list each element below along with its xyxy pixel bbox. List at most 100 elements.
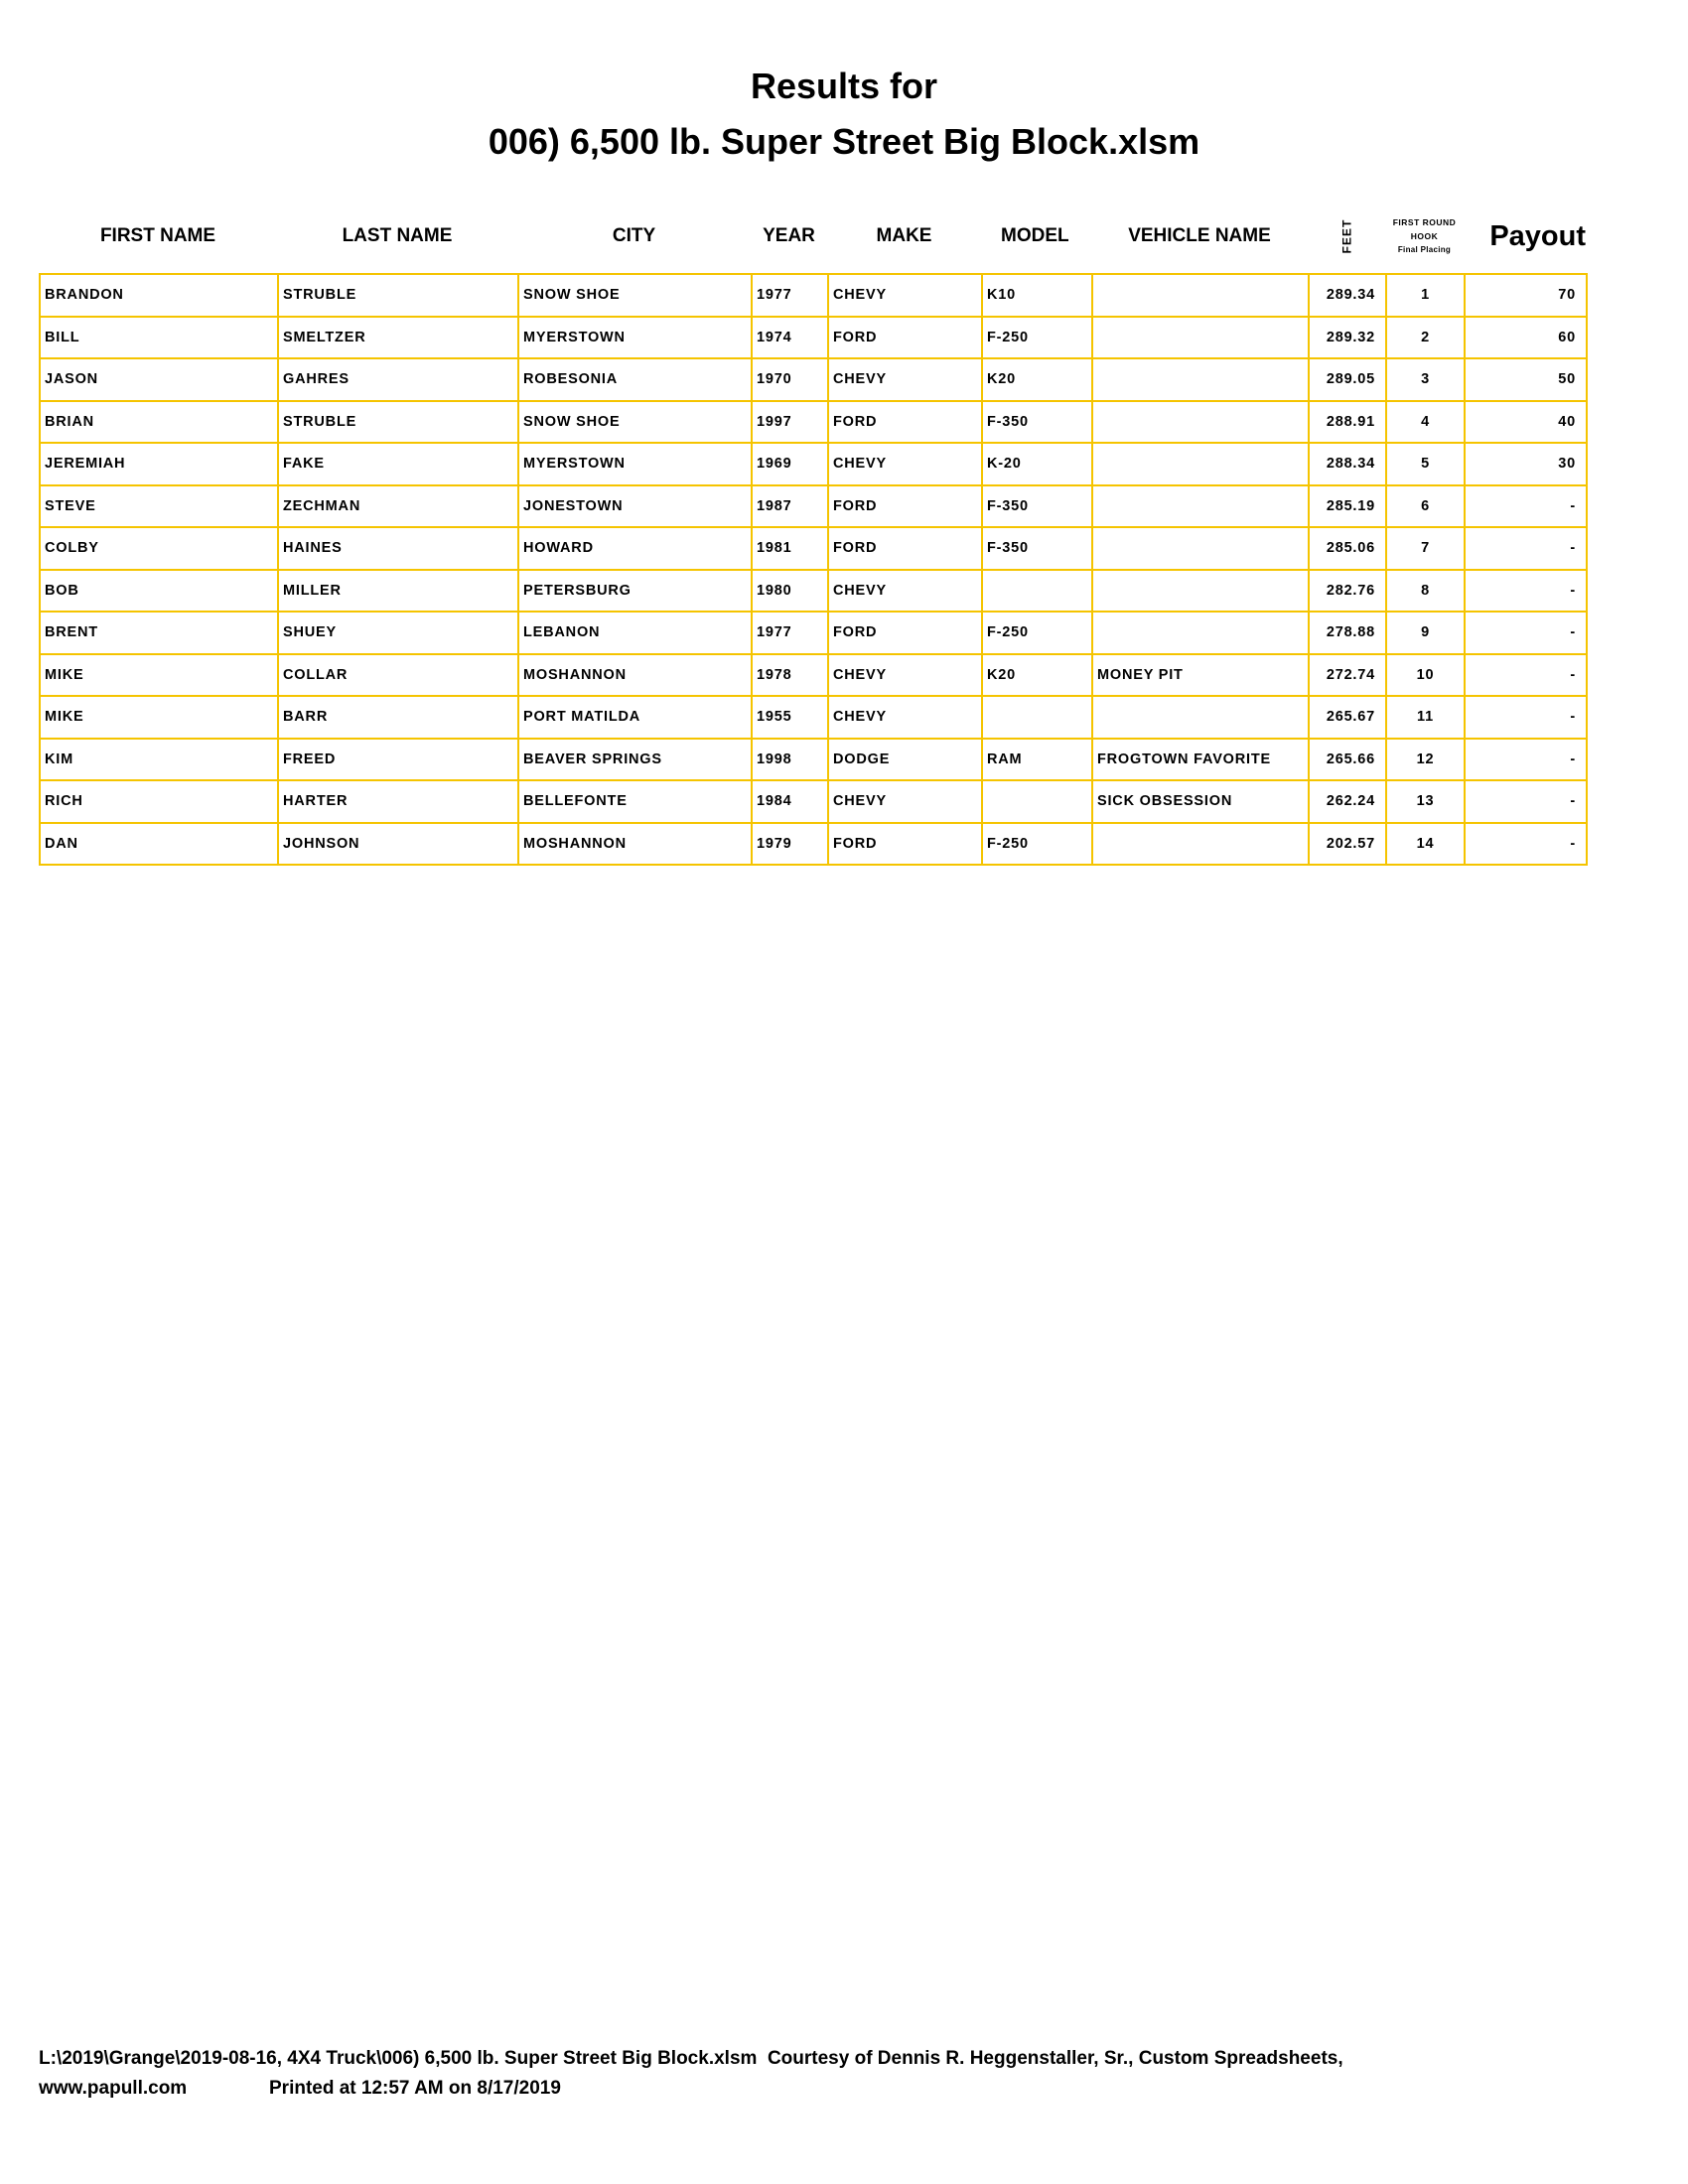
cell-first-name: BRENT <box>39 611 279 655</box>
cell-last-name: HARTER <box>277 779 519 824</box>
cell-model <box>981 695 1093 740</box>
cell-model: K20 <box>981 357 1093 402</box>
cell-vehicle-name: FROGTOWN FAVORITE <box>1091 737 1310 781</box>
cell-last-name: FAKE <box>277 442 519 486</box>
cell-payout: - <box>1464 779 1588 824</box>
cell-feet: 289.34 <box>1308 273 1387 318</box>
header-model: MODEL <box>1001 225 1069 246</box>
cell-city: PETERSBURG <box>517 568 753 613</box>
cell-last-name: ZECHMAN <box>277 483 519 528</box>
cell-make: CHEVY <box>827 568 983 613</box>
cell-city: SNOW SHOE <box>517 273 753 318</box>
cell-make: FORD <box>827 821 983 866</box>
cell-last-name: BARR <box>277 695 519 740</box>
header-hook: FIRST ROUND HOOK Final Placing <box>1385 208 1464 264</box>
cell-year: 1984 <box>751 779 829 824</box>
cell-vehicle-name: MONEY PIT <box>1091 652 1310 697</box>
table-row: KIM FREED BEAVER SPRINGS 1998 DODGE RAM FROGTO… <box>39 737 1588 781</box>
cell-feet: 288.34 <box>1308 442 1387 486</box>
table-row: BOB MILLER PETERSBURG 1980 CHEVY 282.76 8- <box>39 568 1588 613</box>
cell-payout: 30 <box>1464 442 1588 486</box>
cell-last-name: STRUBLE <box>277 399 519 444</box>
cell-year: 1981 <box>751 526 829 571</box>
cell-placing: 10 <box>1385 652 1466 697</box>
cell-payout: 70 <box>1464 273 1588 318</box>
cell-feet: 265.66 <box>1308 737 1387 781</box>
cell-first-name: RICH <box>39 779 279 824</box>
table-row: BRENT SHUEY LEBANON 1977 FORD F-250 278.88 9- <box>39 611 1588 655</box>
cell-model: F-250 <box>981 315 1093 359</box>
cell-placing: 6 <box>1385 483 1466 528</box>
cell-vehicle-name <box>1091 315 1310 359</box>
title-line1: Results for <box>750 66 938 106</box>
cell-placing: 7 <box>1385 526 1466 571</box>
cell-model: K10 <box>981 273 1093 318</box>
cell-payout: - <box>1464 611 1588 655</box>
header-make: MAKE <box>876 225 932 246</box>
cell-last-name: HAINES <box>277 526 519 571</box>
cell-vehicle-name <box>1091 821 1310 866</box>
cell-model: K20 <box>981 652 1093 697</box>
header-vehicle-name: VEHICLE NAME <box>1128 225 1271 246</box>
table-row: JASON GAHRES ROBESONIA 1970 CHEVY K20 289.05 3 5… <box>39 357 1588 402</box>
cell-make: CHEVY <box>827 273 983 318</box>
cell-make: CHEVY <box>827 357 983 402</box>
cell-vehicle-name <box>1091 399 1310 444</box>
cell-placing: 9 <box>1385 611 1466 655</box>
cell-model <box>981 568 1093 613</box>
cell-model: RAM <box>981 737 1093 781</box>
cell-vehicle-name <box>1091 442 1310 486</box>
cell-placing: 8 <box>1385 568 1466 613</box>
header-first-name: FIRST NAME <box>99 225 216 246</box>
cell-first-name: KIM <box>39 737 279 781</box>
cell-city: BEAVER SPRINGS <box>517 737 753 781</box>
cell-year: 1977 <box>751 611 829 655</box>
cell-placing: 1 <box>1385 273 1466 318</box>
cell-year: 1978 <box>751 652 829 697</box>
cell-vehicle-name <box>1091 695 1310 740</box>
cell-make: FORD <box>827 483 983 528</box>
cell-vehicle-name <box>1091 483 1310 528</box>
cell-payout: 50 <box>1464 357 1588 402</box>
cell-first-name: BRIAN <box>39 399 279 444</box>
cell-feet: 288.91 <box>1308 399 1387 444</box>
cell-feet: 285.19 <box>1308 483 1387 528</box>
results-table: BRANDON STRUBLE SNOW SHOE 1977 CHEVY K10 289.3… <box>39 273 1588 866</box>
cell-model <box>981 779 1093 824</box>
cell-city: ROBESONIA <box>517 357 753 402</box>
header-last-name: LAST NAME <box>342 225 453 246</box>
cell-payout: - <box>1464 652 1588 697</box>
cell-vehicle-name: SICK OBSESSION <box>1091 779 1310 824</box>
table-row: STEVE ZECHMAN JONESTOWN 1987 FORD F-350 285.19… <box>39 483 1588 528</box>
cell-payout: - <box>1464 821 1588 866</box>
cell-last-name: SHUEY <box>277 611 519 655</box>
cell-vehicle-name <box>1091 568 1310 613</box>
table-row: MIKE BARR PORT MATILDA 1955 CHEVY 265.67 11- <box>39 695 1588 740</box>
footer-path: L:\2019\Grange\2019-08-16, 4X4 Truck\006… <box>39 2048 1343 2069</box>
cell-vehicle-name <box>1091 611 1310 655</box>
cell-year: 1970 <box>751 357 829 402</box>
cell-payout: - <box>1464 568 1588 613</box>
cell-payout: - <box>1464 526 1588 571</box>
cell-city: MYERSTOWN <box>517 442 753 486</box>
title-line2: 006) 6,500 lb. Super Street Big Block.xl… <box>488 121 1200 162</box>
table-row: BILL SMELTZER MYERSTOWN 1974 FORD F-250 289.32… <box>39 315 1588 359</box>
cell-last-name: FREED <box>277 737 519 781</box>
cell-feet: 202.57 <box>1308 821 1387 866</box>
header-hook-line2: HOOK <box>1410 231 1439 241</box>
cell-make: CHEVY <box>827 779 983 824</box>
header-payout: Payout <box>1489 219 1586 252</box>
cell-model: F-350 <box>981 526 1093 571</box>
header-hook-line3: Final Placing <box>1397 245 1452 254</box>
cell-feet: 262.24 <box>1308 779 1387 824</box>
cell-make: FORD <box>827 315 983 359</box>
cell-model: F-250 <box>981 611 1093 655</box>
cell-feet: 289.32 <box>1308 315 1387 359</box>
cell-feet: 265.67 <box>1308 695 1387 740</box>
cell-city: BELLEFONTE <box>517 779 753 824</box>
cell-placing: 2 <box>1385 315 1466 359</box>
cell-city: SNOW SHOE <box>517 399 753 444</box>
cell-make: DODGE <box>827 737 983 781</box>
cell-placing: 3 <box>1385 357 1466 402</box>
cell-vehicle-name <box>1091 526 1310 571</box>
